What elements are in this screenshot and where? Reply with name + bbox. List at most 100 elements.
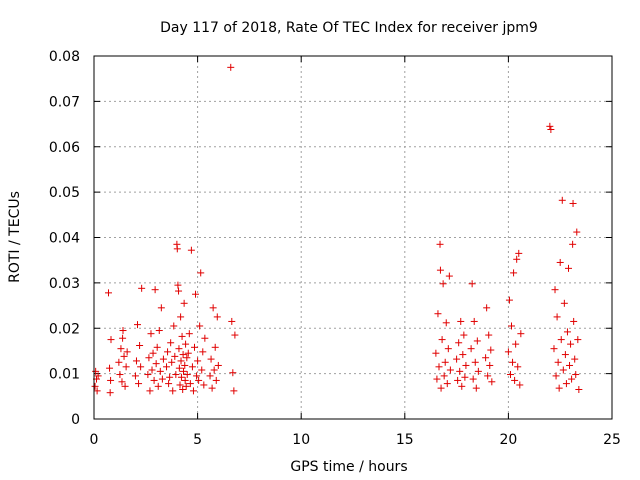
data-point: [176, 381, 184, 389]
data-point: [182, 340, 190, 348]
data-point: [487, 346, 495, 354]
data-point: [564, 264, 572, 272]
data-point: [458, 382, 466, 390]
data-point: [177, 313, 185, 321]
data-point: [440, 372, 448, 380]
data-point: [556, 258, 564, 266]
data-point: [567, 340, 575, 348]
data-point: [488, 378, 496, 386]
data-point: [516, 381, 524, 389]
data-point: [571, 355, 579, 363]
data-point: [167, 339, 175, 347]
data-point: [473, 337, 481, 345]
data-point: [120, 352, 128, 360]
data-point: [177, 357, 185, 365]
chart-title: Day 117 of 2018, Rate Of TEC Index for r…: [160, 20, 538, 36]
x-tick-label: 20: [499, 432, 517, 448]
data-point: [469, 375, 477, 383]
data-point: [472, 384, 480, 392]
data-point: [569, 240, 577, 248]
data-point: [460, 331, 468, 339]
data-point: [436, 240, 444, 248]
data-point: [165, 380, 173, 388]
data-point: [188, 363, 196, 371]
data-point: [574, 336, 582, 344]
data-point: [181, 376, 189, 384]
grid: [94, 56, 612, 419]
data-point: [192, 290, 200, 298]
data-point: [555, 384, 563, 392]
data-point: [482, 354, 490, 362]
data-point: [213, 313, 221, 321]
data-point: [566, 361, 574, 369]
data-point: [156, 367, 164, 375]
data-point: [212, 376, 220, 384]
data-point: [145, 354, 153, 362]
data-point: [553, 313, 561, 321]
data-point: [190, 343, 198, 351]
data-point: [181, 361, 189, 369]
data-point: [134, 321, 142, 329]
data-point: [121, 382, 129, 390]
data-point: [175, 364, 183, 372]
data-point: [512, 340, 520, 348]
data-point: [137, 363, 145, 371]
data-point: [148, 366, 156, 374]
data-point: [159, 355, 167, 363]
data-point: [132, 357, 140, 365]
data-point: [462, 361, 470, 369]
data-point: [505, 296, 513, 304]
data-point: [214, 361, 222, 369]
data-point: [172, 371, 180, 379]
data-point: [118, 378, 126, 386]
data-point: [229, 369, 237, 377]
data-point: [179, 351, 187, 359]
data-point: [94, 372, 102, 380]
data-point: [147, 330, 155, 338]
data-point: [138, 284, 146, 292]
data-point: [182, 382, 190, 390]
data-point: [194, 357, 202, 365]
data-point: [459, 351, 467, 359]
data-point: [230, 387, 238, 395]
data-point: [177, 373, 185, 381]
data-point: [183, 354, 191, 362]
data-point: [572, 371, 580, 379]
data-point: [183, 371, 191, 379]
data-point: [116, 371, 124, 379]
data-point: [178, 332, 186, 340]
data-point: [169, 387, 177, 395]
data-point: [119, 334, 127, 342]
data-point: [569, 199, 577, 207]
data-point: [470, 317, 478, 325]
data-point: [105, 289, 113, 297]
data-point: [457, 317, 465, 325]
data-point: [153, 343, 161, 351]
data-point: [184, 349, 192, 357]
data-point: [557, 336, 565, 344]
x-tick-label: 10: [292, 432, 310, 448]
data-point: [552, 372, 560, 380]
data-point: [514, 363, 522, 371]
data-point: [168, 358, 176, 366]
data-point: [106, 389, 114, 397]
data-point: [438, 336, 446, 344]
data-point: [554, 358, 562, 366]
data-point: [547, 126, 555, 134]
data-point: [453, 355, 461, 363]
data-point: [474, 367, 482, 375]
data-point: [231, 331, 239, 339]
data-point: [136, 341, 144, 349]
y-tick-label: 0.05: [49, 185, 80, 201]
data-point: [158, 375, 166, 383]
data-point: [485, 331, 493, 339]
data-point: [504, 348, 512, 356]
data-point: [442, 319, 450, 327]
data-point: [151, 286, 159, 294]
data-point: [189, 387, 197, 395]
data-point: [135, 380, 143, 388]
x-tick-label: 15: [396, 432, 414, 448]
x-tick-label: 0: [90, 432, 99, 448]
data-point: [509, 358, 517, 366]
data-point: [570, 317, 578, 325]
